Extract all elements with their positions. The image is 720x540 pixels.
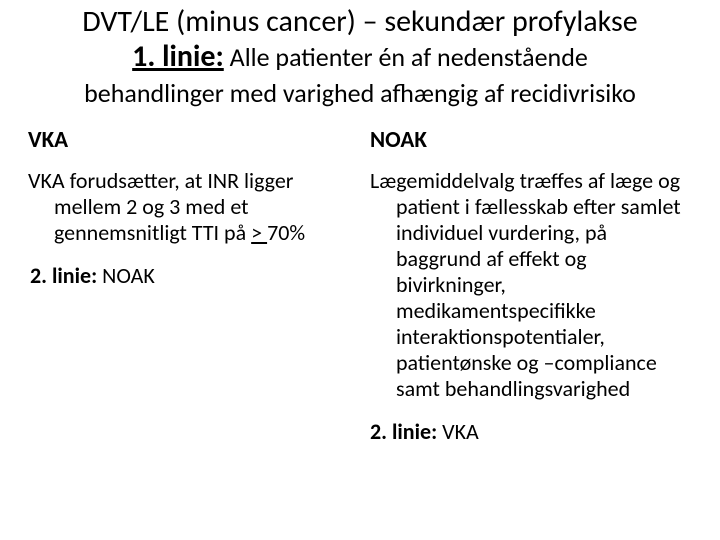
slide-title-block: DVT/LE (minus cancer) – sekundær profyla…: [18, 4, 702, 110]
left-column: VKA VKA forudsætter, at INR ligger melle…: [28, 120, 350, 445]
slide: DVT/LE (minus cancer) – sekundær profyla…: [0, 0, 720, 540]
title-first-line-label: 1. linie:: [132, 38, 224, 75]
left-second-line: 2. linie: NOAK: [28, 262, 350, 289]
right-body: Lægemiddelvalg træffes af læge og patien…: [370, 168, 692, 402]
left-heading: VKA: [28, 126, 350, 154]
right-second-line: 2. linie: VKA: [370, 418, 692, 445]
right-second-line-value: VKA: [437, 418, 479, 445]
left-body-underlined: >: [251, 219, 267, 246]
two-column-layout: VKA VKA forudsætter, at INR ligger melle…: [18, 116, 702, 445]
right-column: NOAK Lægemiddelvalg træffes af læge og p…: [370, 120, 692, 445]
left-body: VKA forudsætter, at INR ligger mellem 2 …: [28, 168, 350, 246]
right-heading: NOAK: [370, 126, 692, 154]
title-line-2: 1. linie: Alle patienter én af nedenståe…: [132, 38, 588, 75]
left-second-line-value: NOAK: [97, 262, 155, 289]
left-second-line-label: 2. linie:: [30, 262, 97, 289]
left-body-post: 70%: [267, 219, 305, 246]
right-second-line-label: 2. linie:: [370, 418, 437, 445]
title-rest-b: behandlinger med varighed afhængig af re…: [84, 77, 636, 109]
title-line-1: DVT/LE (minus cancer) – sekundær profyla…: [18, 4, 702, 39]
title-rest-a: Alle patienter én af nedenstående: [224, 41, 588, 73]
